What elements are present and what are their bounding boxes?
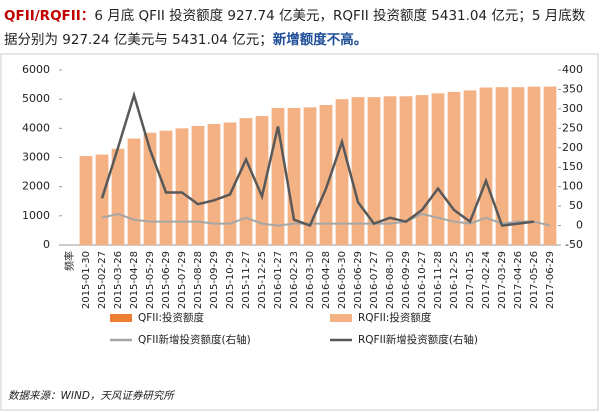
- bar: [335, 99, 349, 246]
- bar: [239, 118, 253, 245]
- x-tick-label: 2016-11-28: [433, 251, 444, 309]
- bar: [175, 128, 189, 245]
- bar: [495, 87, 509, 245]
- x-tick-label: 2016-04-28: [321, 251, 332, 309]
- y-tick-label: 5000: [22, 92, 50, 105]
- legend-swatch: [110, 314, 132, 322]
- y-tick-label: 4000: [22, 121, 50, 134]
- bar: [511, 87, 525, 245]
- lead: QFII/RQFII：: [4, 8, 95, 24]
- bar: [527, 86, 541, 246]
- bar: [543, 86, 557, 246]
- y2-tick-label: 100: [562, 180, 583, 193]
- bar: [319, 105, 333, 245]
- x-tick-label: 2016-10-27: [417, 251, 428, 309]
- bar: [415, 95, 429, 245]
- y2-tick-label: 200: [562, 141, 583, 154]
- x-tick-label: 2017-01-25: [465, 251, 476, 309]
- x-tick-label: 2015-07-29: [177, 251, 188, 309]
- x-tick-label: 2015-02-27: [97, 251, 108, 309]
- x-tick-label: 2016-12-25: [449, 251, 460, 309]
- bar: [383, 96, 397, 245]
- x-tick-label: 2015-03-26: [113, 251, 124, 309]
- header-text: 6 月底 QFII 投资额度 927.74 亿美元，RQFII 投资额度 543…: [4, 8, 586, 48]
- x-tick-label: 2016-05-30: [337, 251, 348, 309]
- x-tick-label: 2016-09-29: [401, 251, 412, 309]
- legend-label: RQFII:投资额度: [358, 311, 432, 324]
- y2-tick-label: 50: [569, 199, 583, 212]
- x-tick-label: 2017-06-29: [545, 251, 556, 309]
- bar: [95, 154, 109, 245]
- y2-tick-label: 400: [562, 63, 583, 76]
- legend-label: QFII:投资额度: [138, 311, 205, 324]
- legend-label: QFII新增投资额度(右轴): [138, 333, 251, 346]
- x-tick-label: 2017-04-26: [513, 251, 524, 309]
- x-tick-label: 2015-04-28: [129, 251, 140, 309]
- x-tick-label: 2017-02-24: [481, 251, 492, 309]
- y2-tick-label: 150: [562, 160, 583, 173]
- x-tick-label: 频率: [63, 251, 76, 271]
- bar: [159, 130, 173, 245]
- x-tick-label: 2015-06-29: [161, 251, 172, 309]
- x-tick-label: 2016-03-30: [305, 251, 316, 309]
- y2-tick-label: 300: [562, 102, 583, 115]
- x-tick-label: 2017-05-26: [529, 251, 540, 309]
- bar: [367, 97, 381, 245]
- y2-tick-label: -50: [565, 238, 583, 251]
- header: QFII/RQFII：6 月底 QFII 投资额度 927.74 亿美元，RQF…: [4, 4, 596, 52]
- line: [101, 212, 551, 227]
- y-tick-label: 2000: [22, 180, 50, 193]
- bar: [111, 148, 125, 245]
- y-tick-label: 3000: [22, 151, 50, 164]
- bar: [431, 93, 445, 245]
- x-tick-label: 2015-10-29: [225, 251, 236, 309]
- bar: [303, 107, 317, 245]
- frame: [0, 53, 599, 411]
- y-tick-label: 1000: [22, 209, 50, 222]
- y2-tick-label: 350: [562, 82, 583, 95]
- source: 数据来源：WIND，天风证券研究所: [8, 390, 175, 402]
- line: [100, 90, 535, 228]
- bar: [463, 90, 477, 246]
- bar: [127, 138, 141, 245]
- bar: [287, 107, 301, 246]
- bar: [223, 122, 237, 245]
- legend-label: RQFII新增投资额度(右轴): [358, 333, 478, 346]
- bar: [255, 116, 269, 245]
- x-tick-label: 2017-03-29: [497, 251, 508, 309]
- x-tick-label: 2016-07-27: [369, 251, 380, 309]
- x-tick-label: 2015-01-30: [81, 251, 92, 309]
- y2-tick-label: 0: [576, 219, 583, 232]
- x-tick-label: 2015-05-29: [145, 251, 156, 309]
- x-tick-label: 2016-01-27: [273, 251, 284, 309]
- x-tick-label: 2016-02-23: [289, 251, 300, 309]
- y-tick-label: 0: [43, 238, 50, 251]
- bar: [479, 87, 493, 245]
- x-tick-label: 2015-12-25: [257, 251, 268, 309]
- x-tick-label: 2016-08-30: [385, 251, 396, 309]
- bar: [207, 123, 221, 245]
- bar: [79, 156, 93, 245]
- bar: [191, 126, 205, 245]
- x-tick-label: 2015-11-27: [241, 251, 252, 309]
- bar: [399, 96, 413, 245]
- highlight: 新增额度不高。: [272, 32, 368, 48]
- legend-swatch: [330, 314, 352, 322]
- y-tick-label: 6000: [22, 63, 50, 76]
- x-tick-label: 2015-08-28: [193, 251, 204, 309]
- x-tick-label: 2015-09-29: [209, 251, 220, 309]
- y2-tick-label: 250: [562, 121, 583, 134]
- x-tick-label: 2016-06-29: [353, 251, 364, 309]
